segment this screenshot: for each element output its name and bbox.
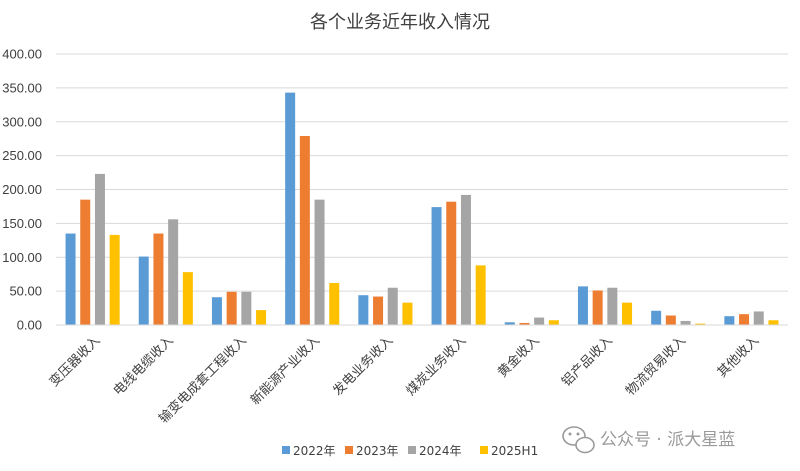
- bar-2025H1-输变电成套工程收入: [256, 310, 267, 325]
- bar-2024年-其他收入: [753, 311, 764, 325]
- bar-2025H1-物流贸易收入: [695, 323, 706, 325]
- bar-2022年-黄金收入: [504, 322, 515, 325]
- bars: [65, 92, 779, 326]
- category-label: 新能源产业收入: [247, 333, 323, 409]
- wechat-icon: [562, 426, 595, 454]
- bar-2025H1-黄金收入: [548, 320, 559, 325]
- legend-label: 2025H1: [491, 444, 538, 458]
- bar-2023年-铝产品收入: [592, 290, 603, 325]
- bar-2023年-煤炭业务收入: [446, 201, 457, 325]
- bar-2022年-发电业务收入: [358, 295, 369, 325]
- legend: 2022年 2023年 2024年 2025H1: [282, 444, 538, 458]
- legend-swatch: [282, 446, 290, 454]
- bar-2023年-新能源产业收入: [299, 135, 310, 325]
- y-tick-label: 250.00: [2, 148, 42, 163]
- bar-2023年-电线电缆收入: [153, 233, 164, 325]
- legend-label: 2023年: [356, 444, 399, 458]
- bar-2022年-电线电缆收入: [138, 256, 149, 325]
- category-label: 铝产品收入: [559, 333, 616, 390]
- legend-swatch: [345, 446, 353, 454]
- bar-2023年-其他收入: [739, 314, 750, 325]
- bar-2023年-黄金收入: [519, 322, 530, 325]
- bar-2025H1-铝产品收入: [622, 302, 633, 325]
- bar-2022年-输变电成套工程收入: [211, 297, 222, 325]
- watermark: 公众号 · 派大星蓝: [562, 426, 735, 454]
- watermark-text: 公众号 · 派大星蓝: [600, 430, 735, 450]
- bar-2022年-其他收入: [724, 316, 735, 325]
- x-axis-categories: 变压器收入 电线电缆收入输变电成套工程收入新能源产业收入 发电业务收入 煤炭业务收入黄…: [46, 333, 762, 427]
- legend-item: 2022年: [282, 444, 336, 458]
- chart-title: 各个业务近年收入情况: [310, 12, 490, 33]
- y-tick-label: 400.00: [2, 47, 42, 62]
- legend-swatch: [408, 446, 416, 454]
- bar-2022年-铝产品收入: [577, 286, 588, 325]
- bar-2024年-铝产品收入: [607, 287, 618, 325]
- bar-2024年-物流贸易收入: [680, 320, 691, 325]
- bar-2025H1-煤炭业务收入: [475, 265, 486, 325]
- bar-2024年-变压器收入: [94, 173, 105, 325]
- y-tick-label: 300.00: [2, 114, 42, 129]
- bar-2025H1-变压器收入: [109, 234, 120, 325]
- bar-2024年-煤炭业务收入: [460, 194, 471, 325]
- legend-item: 2024年: [408, 444, 462, 458]
- bar-2023年-发电业务收入: [373, 296, 384, 325]
- y-tick-label: 0.00: [17, 318, 42, 333]
- bar-2025H1-发电业务收入: [402, 302, 413, 325]
- y-tick-label: 50.00: [9, 284, 42, 299]
- category-label: 电线电缆收入: [110, 333, 176, 399]
- legend-item: 2023年: [345, 444, 399, 458]
- bar-2024年-新能源产业收入: [314, 199, 325, 325]
- y-tick-label: 200.00: [2, 182, 42, 197]
- bar-2024年-发电业务收入: [387, 287, 398, 325]
- grid-lines: [56, 53, 788, 292]
- bar-2023年-物流贸易收入: [665, 315, 676, 325]
- bar-2024年-电线电缆收入: [168, 219, 179, 325]
- category-label: 变压器收入: [46, 333, 103, 390]
- bar-2024年-输变电成套工程收入: [241, 291, 252, 325]
- y-tick-label: 350.00: [2, 80, 42, 95]
- category-label: 发电业务收入: [330, 333, 396, 399]
- category-label: 其他收入: [715, 333, 762, 380]
- category-label: 煤炭业务收入: [403, 333, 469, 399]
- category-label: 物流贸易收入: [623, 333, 689, 399]
- y-axis-ticks: 0.00 50.00 100.00 150.00 200.00 250.00 300.00 3…: [2, 47, 42, 333]
- legend-label: 2024年: [419, 444, 462, 458]
- legend-label: 2022年: [293, 444, 336, 458]
- bar-2022年-新能源产业收入: [285, 92, 296, 326]
- bar-2025H1-电线电缆收入: [182, 272, 193, 325]
- legend-item: 2025H1: [480, 444, 538, 458]
- bar-2022年-变压器收入: [65, 233, 76, 325]
- bar-2023年-变压器收入: [80, 199, 91, 325]
- bar-2023年-输变电成套工程收入: [226, 291, 237, 325]
- bar-2022年-煤炭业务收入: [431, 207, 442, 325]
- legend-swatch: [480, 446, 488, 454]
- bar-2022年-物流贸易收入: [651, 310, 662, 325]
- bar-2025H1-其他收入: [768, 320, 779, 325]
- category-label: 黄金收入: [495, 333, 543, 381]
- y-tick-label: 100.00: [2, 250, 42, 265]
- y-tick-label: 150.00: [2, 216, 42, 231]
- bar-2024年-黄金收入: [534, 317, 545, 325]
- bar-2025H1-新能源产业收入: [329, 283, 340, 325]
